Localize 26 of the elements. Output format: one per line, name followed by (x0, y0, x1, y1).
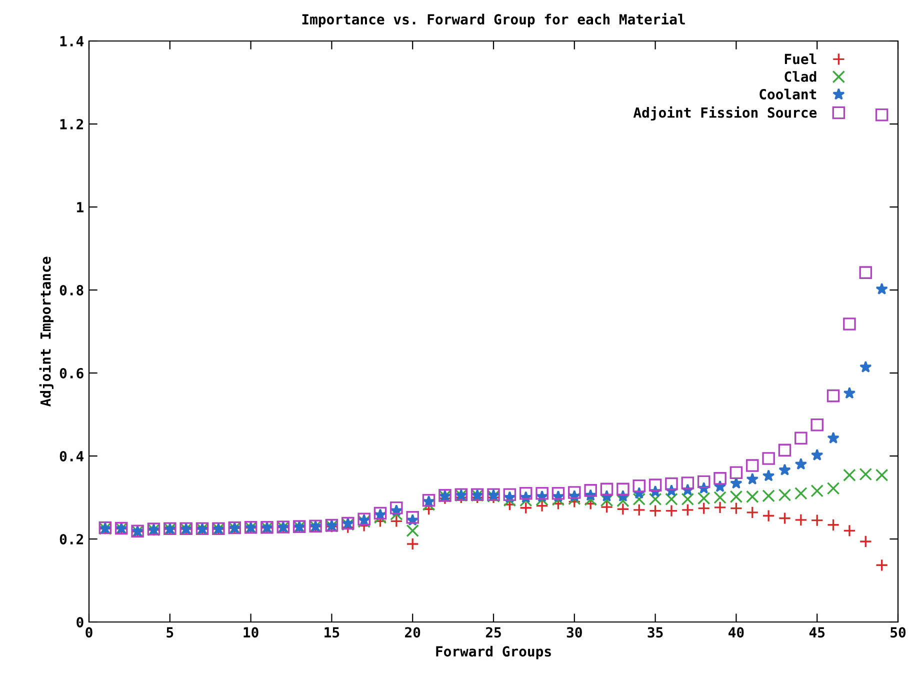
x-tick-label: 30 (566, 627, 582, 638)
legend-label: Fuel (784, 54, 816, 64)
x-tick-label: 40 (728, 627, 744, 638)
x-tick-label: 20 (405, 627, 420, 638)
y-tick-label: 0.2 (60, 534, 83, 544)
x-tick-label: 0 (86, 627, 92, 638)
y-axis-title: Adjoint Importance (39, 256, 54, 407)
x-tick-label: 10 (244, 627, 258, 638)
x-tick-label: 5 (166, 627, 174, 638)
legend-label: Adjoint Fission Source (633, 106, 817, 120)
x-tick-label: 50 (890, 627, 906, 638)
x-tick-label: 25 (486, 627, 501, 638)
legend-label: Clad (784, 71, 816, 82)
x-tick-label: 45 (809, 627, 825, 638)
y-tick-label: 0.6 (60, 368, 84, 378)
chart-title: Importance vs. Forward Group for each Material (302, 13, 685, 28)
y-tick-label: 0 (76, 616, 84, 628)
x-axis-title: Forward Groups (436, 646, 551, 660)
x-tick-label: 35 (648, 627, 663, 638)
y-tick-label: 1 (77, 202, 84, 212)
y-tick-label: 0.4 (60, 450, 84, 462)
y-tick-label: 0.8 (60, 284, 84, 296)
legend-label: Coolant (760, 88, 816, 100)
x-tick-label: 15 (324, 627, 340, 638)
y-tick-label: 1.4 (60, 36, 84, 46)
y-tick-label: 1.2 (60, 118, 83, 130)
